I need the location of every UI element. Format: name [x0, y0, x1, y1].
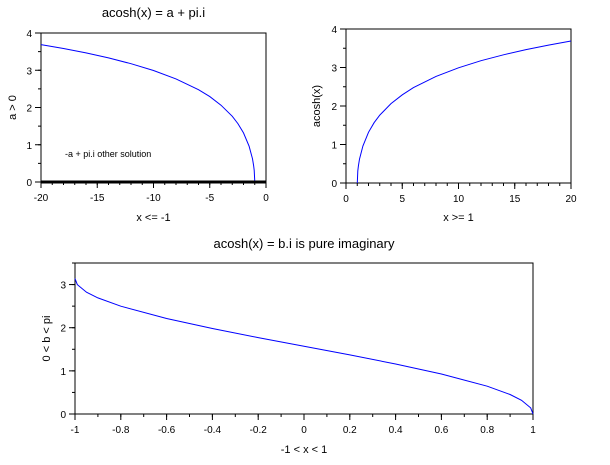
y-tick-label: 4	[26, 29, 32, 40]
y-tick-label: 3	[60, 281, 66, 292]
y-axis-label: a > 0	[7, 95, 19, 120]
x-tick-label: 0	[301, 425, 307, 436]
y-tick-label: 0	[331, 179, 337, 190]
x-tick-label: 5	[399, 194, 405, 205]
x-tick-label: -0.2	[250, 425, 268, 436]
series-line-1	[356, 40, 572, 184]
x-tick-label: 0	[343, 194, 349, 205]
y-tick-label: 0	[60, 410, 66, 421]
y-tick-label: 2	[331, 102, 337, 113]
x-tick-label: 0.8	[480, 425, 494, 436]
x-tick-label: 1	[530, 425, 536, 436]
y-tick-label: 0	[26, 178, 32, 189]
plot-frame	[345, 28, 572, 184]
x-tick-label: 0	[263, 193, 269, 204]
x-axis-label: x <= -1	[136, 212, 170, 224]
y-tick-label: 2	[60, 324, 66, 335]
series-line-1	[74, 278, 534, 415]
x-tick-label: -5	[205, 193, 214, 204]
x-tick-label: -0.8	[112, 425, 130, 436]
y-tick-label: 4	[331, 25, 337, 36]
plot-frame	[74, 262, 534, 415]
y-tick-label: 2	[26, 104, 32, 115]
x-tick-label: 0.4	[389, 425, 403, 436]
x-tick-label: 15	[509, 194, 521, 205]
x-tick-label: -0.6	[158, 425, 176, 436]
x-tick-label: 20	[565, 194, 577, 205]
x-axis-label: -1 < x < 1	[281, 444, 327, 456]
x-tick-label: -0.4	[204, 425, 222, 436]
chart-3: -1 -0.8 -0.6 -0.4 -0.2 0 0.2 0.4 0.6 0.8 1 0 1 2 3 acos…	[41, 236, 536, 456]
plot-frame	[40, 32, 267, 183]
x-tick-label: -10	[146, 193, 161, 204]
y-tick-label: 3	[331, 64, 337, 75]
x-tick-label: 10	[453, 194, 465, 205]
series-line-1	[40, 44, 256, 183]
chart-title: acosh(x) = b.i is pure imaginary	[214, 236, 395, 251]
x-tick-label: -1	[71, 425, 80, 436]
x-tick-label: -15	[90, 193, 105, 204]
y-tick-label: 1	[60, 367, 66, 378]
x-tick-label: 0.2	[343, 425, 357, 436]
x-axis-label: x >= 1	[443, 212, 474, 224]
y-tick-label: 1	[26, 141, 32, 152]
x-tick-label: -20	[34, 193, 49, 204]
chart-1: -20 -15 -10 -5 0 0 1 2 3 4 acosh(x) = a + pi.i x <=…	[7, 5, 269, 224]
y-tick-label: 1	[331, 141, 337, 152]
chart-2: 0 5 10 15 20 0 1 2 3 4 x >= 1 acosh(x)	[311, 25, 577, 224]
y-axis-label: acosh(x)	[311, 85, 323, 127]
y-tick-label: 3	[26, 66, 32, 77]
chart-title: acosh(x) = a + pi.i	[102, 5, 205, 20]
x-tick-label: 0.6	[434, 425, 448, 436]
annotation-text: -a + pi.i other solution	[65, 149, 151, 159]
y-axis-label: 0 < b < pi	[41, 316, 53, 362]
